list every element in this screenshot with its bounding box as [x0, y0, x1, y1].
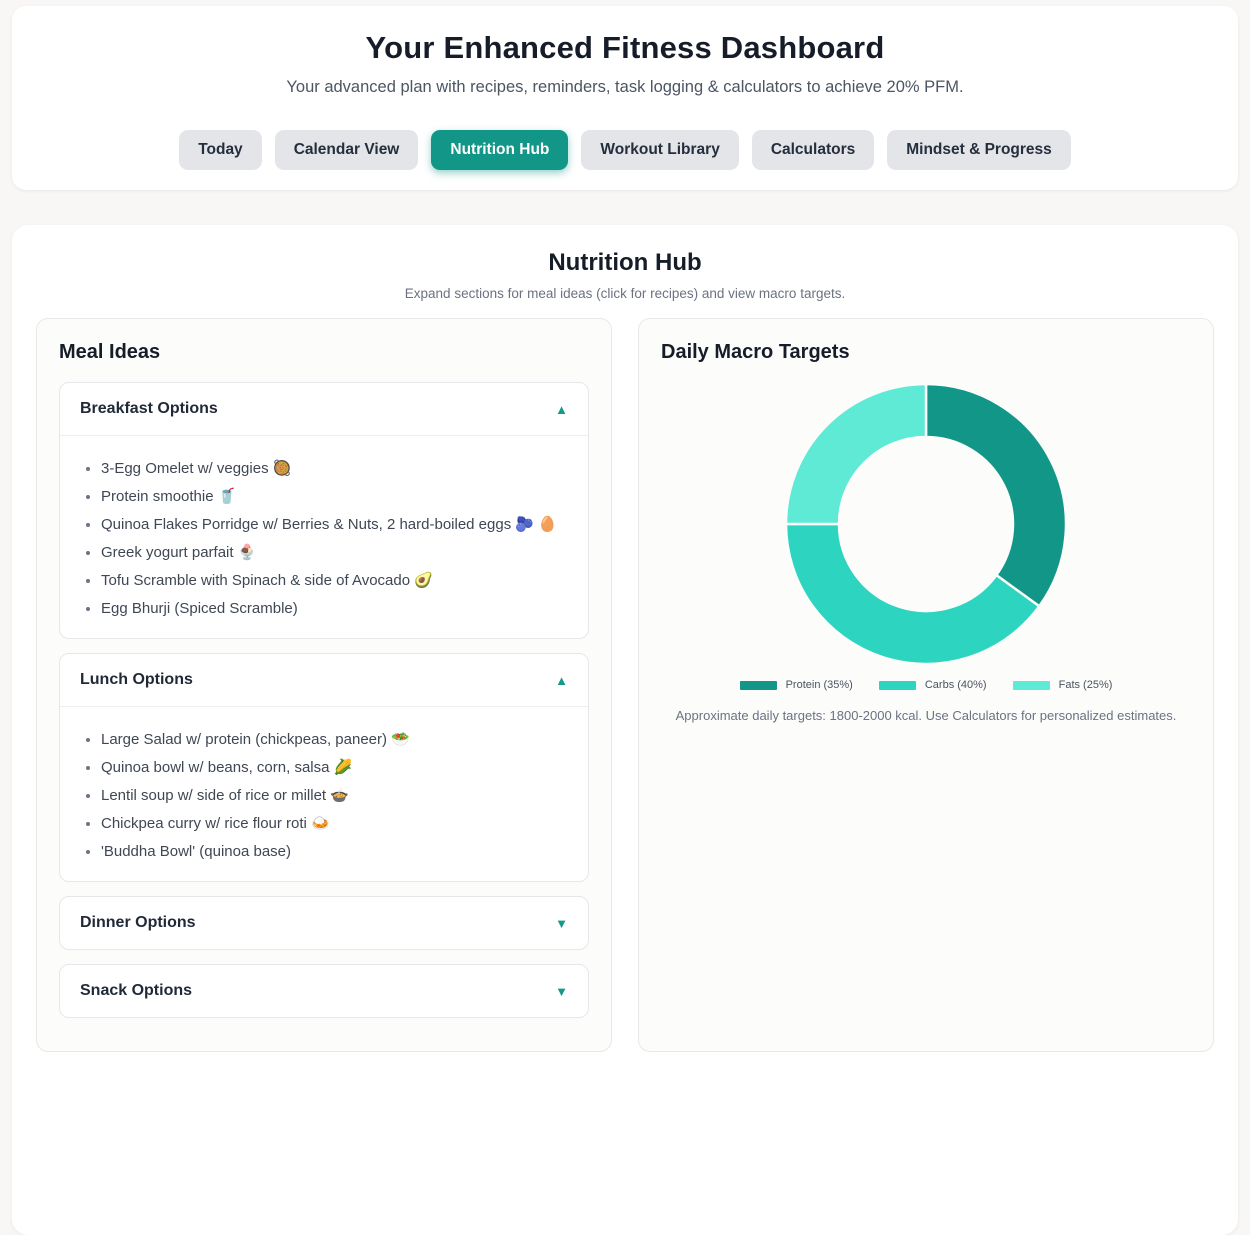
donut-segment-carbs-40[interactable]: [784, 522, 1041, 666]
meal-item[interactable]: Egg Bhurji (Spiced Scramble): [101, 600, 568, 618]
meal-item[interactable]: 'Buddha Bowl' (quinoa base): [101, 843, 568, 861]
accordion-header-breakfast-options[interactable]: Breakfast Options ▲: [60, 383, 588, 435]
tab-mindset-progress[interactable]: Mindset & Progress: [887, 130, 1071, 170]
section-title: Nutrition Hub: [548, 249, 702, 276]
hub-columns: Meal Ideas Breakfast Options ▲ 3-Egg Omele…: [12, 318, 1238, 1052]
accordion-card-dinner-options: Dinner Options ▼: [59, 896, 589, 950]
meal-item[interactable]: Quinoa bowl w/ beans, corn, salsa 🌽: [101, 759, 568, 777]
meal-item[interactable]: Large Salad w/ protein (chickpeas, panee…: [101, 731, 568, 749]
tab-today[interactable]: Today: [179, 130, 262, 170]
meal-ideas-title: Meal Ideas: [59, 341, 161, 363]
meal-item[interactable]: Lentil soup w/ side of rice or millet 🍲: [101, 787, 568, 805]
legend-item-protein-35[interactable]: Protein (35%): [739, 679, 853, 691]
nutrition-hub-card: Nutrition Hub Expand sections for meal i…: [12, 225, 1238, 1235]
macro-caption: Approximate daily targets: 1800-2000 kca…: [675, 708, 1177, 723]
legend-label: Carbs (40%): [924, 679, 987, 691]
accordion-card-lunch-options: Lunch Options ▲ Large Salad w/ protein (ch…: [59, 653, 589, 882]
header-card: Your Enhanced Fitness Dashboard Your adv…: [12, 6, 1238, 190]
page-subtitle: Your advanced plan with recipes, reminde…: [286, 78, 964, 96]
tab-nutrition-hub[interactable]: Nutrition Hub: [431, 130, 569, 170]
legend-item-carbs-40[interactable]: Carbs (40%): [878, 679, 987, 691]
triangle-down-icon: ▼: [555, 983, 568, 999]
meal-item[interactable]: Protein smoothie 🥤: [101, 488, 568, 506]
accordion-body: 3-Egg Omelet w/ veggies 🥘 Protein smoothi…: [60, 435, 588, 638]
donut-segment-fats-25[interactable]: [784, 382, 928, 526]
accordion-header-dinner-options[interactable]: Dinner Options ▼: [60, 897, 588, 949]
tab-bar: Today Calendar View Nutrition Hub Workout L…: [12, 130, 1238, 170]
accordion-label: Snack Options: [80, 982, 193, 999]
accordion-label: Breakfast Options: [80, 400, 218, 417]
meal-ideas-panel: Meal Ideas Breakfast Options ▲ 3-Egg Omele…: [36, 318, 612, 1052]
accordion-card-breakfast-options: Breakfast Options ▲ 3-Egg Omelet w/ veggie…: [59, 382, 589, 639]
tab-workout-library[interactable]: Workout Library: [581, 130, 739, 170]
tab-calendar-view[interactable]: Calendar View: [274, 130, 419, 170]
meal-item[interactable]: Greek yogurt parfait 🍨: [101, 544, 568, 562]
triangle-up-icon: ▲: [555, 672, 568, 688]
chart-legend: Protein (35%) Carbs (40%) Fats (25%): [661, 679, 1191, 691]
meal-item[interactable]: 3-Egg Omelet w/ veggies 🥘: [101, 460, 568, 478]
triangle-down-icon: ▼: [555, 915, 568, 931]
tab-calculators[interactable]: Calculators: [751, 130, 875, 170]
meal-item[interactable]: Quinoa Flakes Porridge w/ Berries & Nuts…: [101, 516, 568, 534]
triangle-up-icon: ▲: [555, 401, 568, 417]
accordion-body: Large Salad w/ protein (chickpeas, panee…: [60, 706, 588, 881]
meal-accordion: Breakfast Options ▲ 3-Egg Omelet w/ veggie…: [59, 382, 589, 1018]
legend-swatch: [878, 680, 916, 690]
donut-chart: [661, 382, 1191, 666]
legend-item-fats-25[interactable]: Fats (25%): [1012, 679, 1113, 691]
section-subtitle: Expand sections for meal ideas (click fo…: [404, 286, 846, 301]
legend-label: Protein (35%): [785, 679, 853, 691]
meal-item[interactable]: Tofu Scramble with Spinach & side of Avo…: [101, 572, 568, 590]
meal-item[interactable]: Chickpea curry w/ rice flour roti 🍛: [101, 815, 568, 833]
accordion-label: Lunch Options: [80, 671, 193, 688]
legend-swatch: [739, 680, 777, 690]
accordion-header-snack-options[interactable]: Snack Options ▼: [60, 965, 588, 1017]
donut-segment-protein-35[interactable]: [924, 382, 1068, 608]
accordion-header-lunch-options[interactable]: Lunch Options ▲: [60, 654, 588, 706]
accordion-label: Dinner Options: [80, 914, 196, 931]
page-title: Your Enhanced Fitness Dashboard: [365, 30, 885, 65]
macro-targets-panel: Daily Macro Targets Protein (35%) Carbs (…: [638, 318, 1214, 1052]
macro-targets-title: Daily Macro Targets: [661, 341, 850, 363]
accordion-card-snack-options: Snack Options ▼: [59, 964, 589, 1018]
legend-label: Fats (25%): [1058, 679, 1113, 691]
legend-swatch: [1012, 680, 1050, 690]
